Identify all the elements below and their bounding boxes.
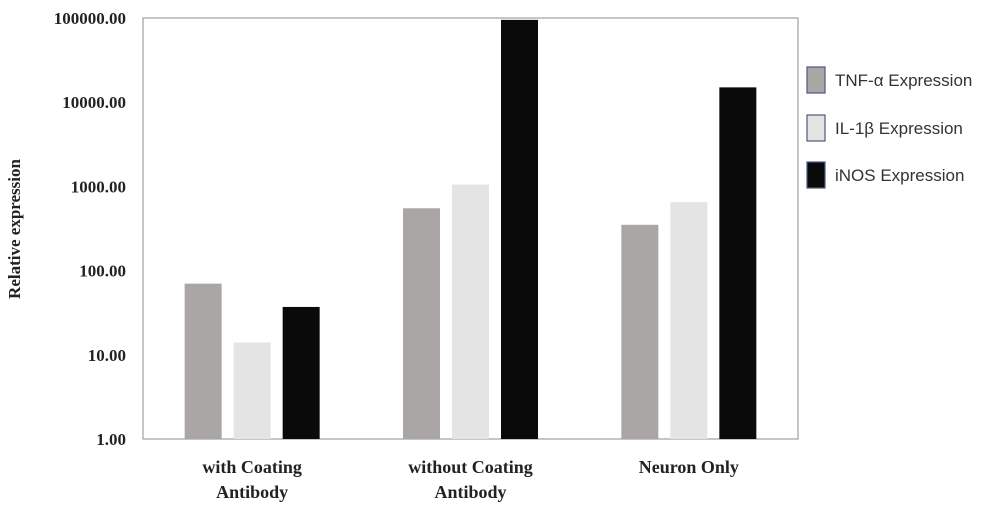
bar [403,208,440,439]
bar [621,224,659,439]
x-category-label: Neuron Only [639,457,739,477]
bar [670,202,708,439]
bar [282,306,320,439]
x-axis-categories: with Coating Antibody without Coating Antib… [202,457,739,502]
x-category-label: with Coating [202,457,302,477]
y-axis-ticks: 1.00 10.00 100.00 1000.00 10000.00 100000.00 [54,9,126,449]
bar [719,87,757,440]
legend-label: TNF-α Expression [835,71,972,90]
y-tick-label: 10.00 [88,346,126,365]
x-category-label: Antibody [216,482,288,502]
y-tick-label: 1000.00 [71,177,126,196]
legend-swatch [806,114,826,142]
legend: TNF-α Expression IL-1β Expression iNOS Exp… [806,66,972,189]
bar [233,342,271,439]
bar [501,19,538,440]
bar [452,184,489,439]
bars [184,19,757,440]
y-axis-label: Relative expression [5,158,24,298]
legend-label: iNOS Expression [835,166,964,185]
y-tick-label: 100.00 [79,262,126,281]
y-tick-label: 100000.00 [54,9,126,28]
x-category-label: without Coating [408,457,533,477]
bar [184,283,222,439]
legend-swatch [806,161,826,189]
legend-swatch [806,66,826,94]
legend-label: IL-1β Expression [835,119,963,138]
y-tick-label: 1.00 [96,430,126,449]
y-tick-label: 10000.00 [62,93,126,112]
x-category-label: Antibody [434,482,506,502]
